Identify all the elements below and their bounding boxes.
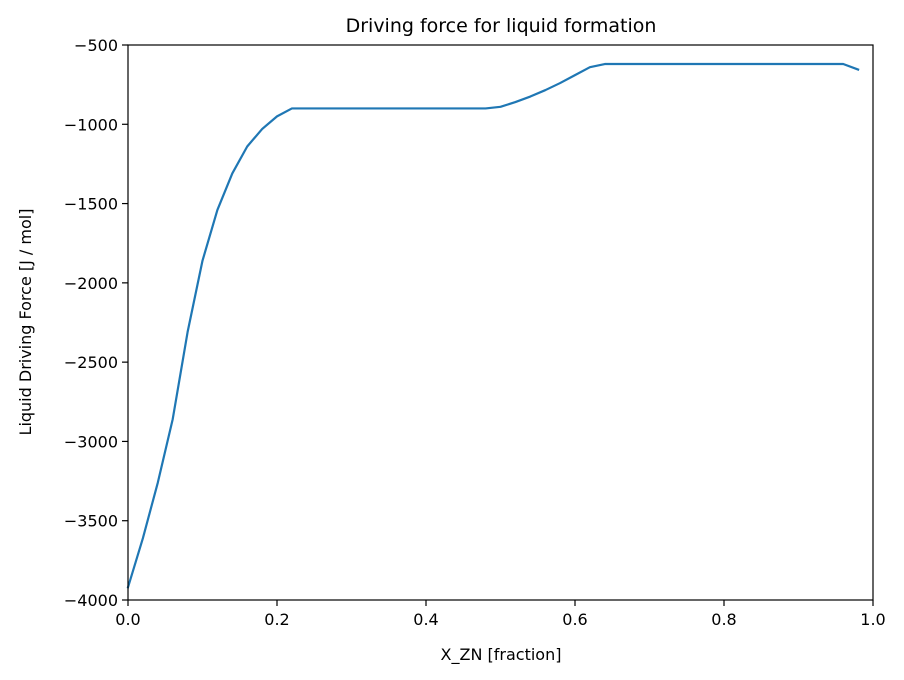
y-tick-label: −3000 xyxy=(64,432,118,451)
y-axis: −4000 −3500 −3000 −2500 −2000 −1500 −1000 −500 xyxy=(64,36,128,610)
axes-frame xyxy=(127,44,874,601)
x-tick-label: 1.0 xyxy=(860,610,885,629)
series-line-0 xyxy=(126,62,860,589)
y-tick-label: −1500 xyxy=(64,195,118,214)
y-tick-label: −1000 xyxy=(64,115,118,134)
x-tick-label: 0.0 xyxy=(115,610,140,629)
y-tick-label: −2500 xyxy=(64,353,118,372)
x-tick-label: 0.2 xyxy=(264,610,289,629)
plot-area xyxy=(126,44,874,601)
x-tick-label: 0.8 xyxy=(711,610,736,629)
x-axis: 0.0 0.2 0.4 0.6 0.8 1.0 xyxy=(115,600,886,629)
y-axis-label: Liquid Driving Force [J / mol] xyxy=(16,209,35,436)
x-axis-label: X_ZN [fraction] xyxy=(441,645,562,665)
chart-title: Driving force for liquid formation xyxy=(346,15,657,37)
y-tick-label: −3500 xyxy=(64,512,118,531)
y-tick-label: −2000 xyxy=(64,274,118,293)
y-tick-label: −500 xyxy=(74,36,118,55)
y-tick-label: −4000 xyxy=(64,591,118,610)
x-tick-label: 0.4 xyxy=(413,610,438,629)
series-layer xyxy=(126,62,860,589)
x-tick-label: 0.6 xyxy=(562,610,587,629)
